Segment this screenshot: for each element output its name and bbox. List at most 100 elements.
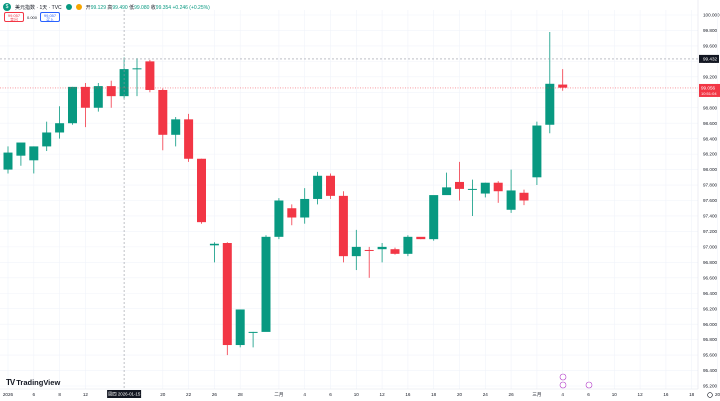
candle-body	[545, 83, 555, 125]
last-price-label-bg	[699, 83, 720, 97]
candle-body	[403, 236, 413, 254]
x-tick-label: 28	[238, 392, 244, 397]
candle-body	[558, 84, 568, 88]
x-tick-label: 10	[354, 392, 360, 397]
y-tick-label: 99.200	[703, 74, 717, 79]
y-tick-label: 96.000	[703, 322, 717, 327]
symbol-title[interactable]: 美元指数 · 1天 · TVC	[15, 4, 62, 11]
y-tick-label: 99.800	[703, 28, 717, 33]
x-tick-label: 24	[483, 392, 489, 397]
buy-price: 99.057	[43, 12, 57, 18]
x-tick-label: 12	[380, 392, 386, 397]
candle-body	[106, 86, 116, 97]
candle-body	[377, 246, 387, 250]
candle-body	[55, 123, 65, 133]
tradingview-mark-icon: TV	[6, 378, 15, 387]
x-tick-label: 20	[457, 392, 463, 397]
x-tick-label: 2026	[3, 392, 14, 397]
tradingview-logo-text: TradingView	[16, 378, 61, 387]
candle-body	[3, 152, 13, 170]
candle-body	[467, 188, 477, 190]
y-tick-label: 96.200	[703, 306, 717, 311]
x-tick-label: 26	[212, 392, 218, 397]
candle-body	[313, 175, 323, 199]
y-tick-label: 98.800	[703, 105, 717, 110]
candle-body	[132, 68, 142, 70]
ohlc-high-key: 高	[107, 4, 113, 11]
crosshair-date-label-bg	[107, 390, 142, 398]
y-tick-label: 98.400	[703, 136, 717, 141]
trade-panel: 99.057 卖出 0.000 99.057 买入	[4, 12, 61, 23]
candle-body	[429, 195, 439, 240]
y-tick-label: 98.600	[703, 121, 717, 126]
candle-body	[145, 61, 155, 90]
ohlc-open-value: 99.129	[90, 4, 106, 11]
y-tick-label: 98.000	[703, 167, 717, 172]
candle-body	[364, 249, 374, 251]
y-tick-label: 98.200	[703, 152, 717, 157]
candle-body	[351, 246, 361, 257]
candle-body	[158, 89, 168, 135]
ohlc-close-value: 99.354	[155, 4, 172, 11]
candle-body	[338, 195, 348, 257]
candle-body	[171, 119, 181, 135]
ohlc-open-key: 开	[85, 4, 91, 11]
x-tick-label: 22	[186, 392, 192, 397]
y-tick-label: 97.000	[703, 244, 717, 249]
x-tick-label: 26	[509, 392, 515, 397]
ohlc-high-value: 99.490	[112, 4, 128, 11]
ohlc-values: 开99.129 高99.490 低99.080 收99.354 +0.246 (…	[86, 4, 210, 11]
y-tick-label: 97.200	[703, 229, 717, 234]
candle-body	[209, 243, 219, 246]
buy-label: 买入	[46, 17, 55, 23]
x-tick-label: 8	[58, 392, 61, 397]
x-tick-label: 4	[561, 392, 564, 397]
candle-body	[287, 208, 297, 218]
candle-body	[93, 86, 103, 108]
sell-button[interactable]: 99.057 卖出	[4, 12, 24, 22]
ohlc-change: +0.246 (+0.25%)	[172, 4, 210, 11]
event-marker-icon	[559, 381, 567, 389]
y-tick-label: 95.600	[703, 353, 717, 358]
candle-body	[261, 236, 271, 332]
x-tick-label: 16	[405, 392, 411, 397]
x-tick-label: 16	[663, 392, 669, 397]
y-tick-label: 95.800	[703, 337, 717, 342]
candle-body	[68, 86, 77, 124]
candle-body	[184, 119, 194, 159]
event-marker-icon	[585, 381, 593, 389]
x-tick-label: 12	[83, 392, 89, 397]
x-tick-label: 18	[431, 392, 437, 397]
event-marker-icon	[559, 373, 567, 381]
y-tick-label: 96.600	[703, 275, 717, 280]
x-tick-label: 三月	[532, 392, 541, 398]
candle-body	[80, 86, 90, 108]
data-status-dot-icon	[75, 4, 82, 10]
sell-price: 99.057	[7, 12, 21, 18]
x-tick-label: 6	[587, 392, 590, 397]
candle-body	[16, 142, 26, 156]
y-tick-label: 99.600	[703, 44, 717, 49]
crosshair-date-label: 周四 2026-01-15	[108, 392, 141, 398]
candle-body	[442, 187, 452, 196]
market-open-dot-icon	[65, 4, 72, 10]
candle-body	[42, 132, 52, 147]
y-tick-label: 97.800	[703, 183, 717, 188]
x-tick-label: 18	[689, 392, 695, 397]
x-tick-label: 10	[612, 392, 618, 397]
x-tick-label: 4	[303, 392, 306, 397]
tradingview-logo[interactable]: TV TradingView	[6, 378, 60, 387]
candle-body	[274, 200, 284, 237]
candle-body	[455, 181, 464, 189]
spread-value: 0.000	[27, 14, 38, 20]
x-tick-label: 6	[33, 392, 36, 397]
y-tick-label: 95.400	[703, 368, 717, 373]
ohlc-low-value: 99.080	[134, 4, 150, 11]
x-tick-label: 12	[638, 392, 644, 397]
candle-body	[390, 249, 400, 254]
buy-button[interactable]: 99.057 买入	[40, 12, 61, 23]
candle-body	[519, 192, 529, 201]
x-tick-label: 二月	[274, 392, 283, 398]
settings-gear-icon	[707, 392, 713, 398]
